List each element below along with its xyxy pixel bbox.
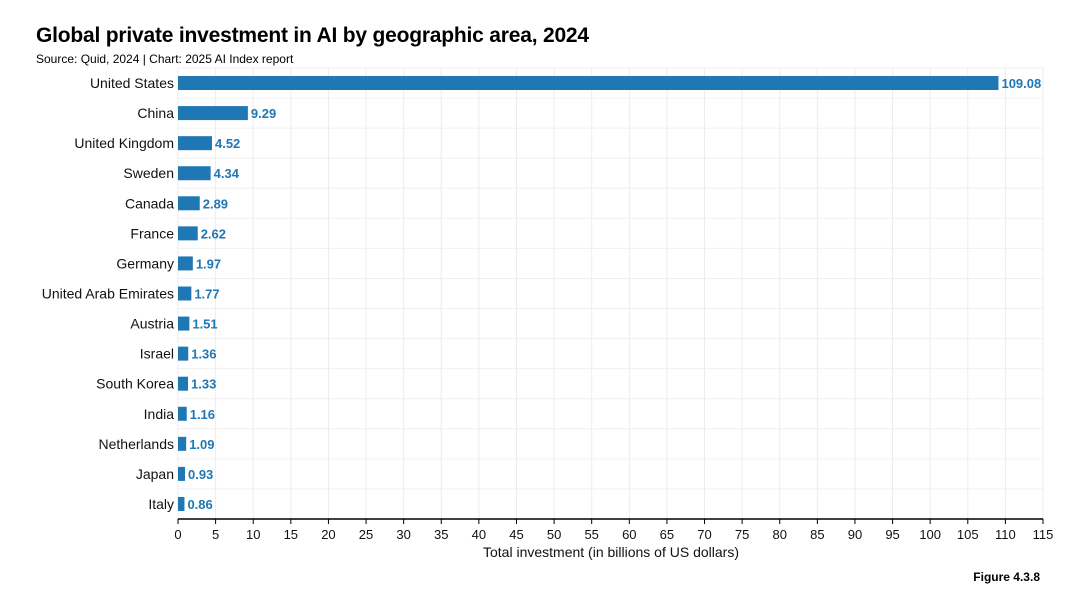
x-tick-label: 90 [848, 527, 862, 542]
x-tick-label: 85 [810, 527, 824, 542]
x-tick-label: 25 [359, 527, 373, 542]
value-label: 1.77 [194, 287, 219, 302]
x-tick-label: 40 [472, 527, 486, 542]
y-tick-label: Sweden [123, 165, 174, 181]
y-tick-label: Netherlands [99, 436, 175, 452]
value-label: 4.52 [215, 136, 240, 151]
y-tick-label: Canada [125, 195, 174, 211]
bar [178, 466, 185, 481]
figure-label: Figure 4.3.8 [973, 570, 1040, 584]
y-axis-labels: United States China United Kingdom Sweden Ca… [42, 75, 175, 512]
x-tick-label: 55 [584, 527, 598, 542]
value-label: 1.97 [196, 256, 221, 271]
x-tick-label: 105 [957, 527, 979, 542]
x-axis: 0 5 10 15 20 25 30 35 40 45 50 55 60 65 70 75 80 85 90 95 10… [174, 518, 1054, 542]
x-tick-label: 10 [246, 527, 260, 542]
value-label: 0.86 [187, 497, 212, 512]
y-tick-label: Israel [140, 346, 174, 362]
x-tick-label: 110 [995, 527, 1016, 542]
y-tick-label: United Arab Emirates [42, 286, 174, 302]
y-tick-label: United Kingdom [74, 135, 174, 151]
y-tick-label: Japan [136, 466, 174, 482]
bars [178, 76, 999, 511]
value-label: 1.09 [189, 437, 214, 452]
bar [178, 346, 189, 361]
value-labels: 109.08 9.29 4.52 4.34 2.89 2.62 1.97 1.77 1.51 1.… [187, 76, 1041, 512]
bar [178, 286, 192, 301]
bar [178, 376, 189, 391]
value-label: 0.93 [188, 467, 213, 482]
value-label: 1.36 [191, 347, 216, 362]
bar [178, 196, 200, 211]
x-tick-label: 35 [434, 527, 448, 542]
bar [178, 436, 187, 451]
value-label: 1.51 [192, 317, 217, 332]
value-label: 2.89 [203, 196, 228, 211]
y-tick-label: South Korea [96, 376, 174, 392]
x-tick-label: 15 [284, 527, 298, 542]
x-tick-label: 65 [660, 527, 674, 542]
x-tick-label: 45 [509, 527, 523, 542]
x-tick-label: 0 [174, 527, 181, 542]
value-label: 4.34 [214, 166, 240, 181]
x-tick-label: 20 [321, 527, 335, 542]
y-tick-label: Austria [130, 316, 174, 332]
bar [178, 136, 212, 151]
x-tick-label: 80 [773, 527, 787, 542]
x-tick-label: 50 [547, 527, 561, 542]
y-tick-label: China [137, 105, 174, 121]
value-label: 2.62 [201, 226, 226, 241]
bar [178, 496, 185, 511]
x-tick-label: 30 [396, 527, 410, 542]
x-tick-label: 100 [919, 527, 941, 542]
x-tick-label: 5 [212, 527, 219, 542]
value-label: 1.33 [191, 377, 216, 392]
value-label: 109.08 [1001, 76, 1041, 91]
y-tick-label: France [130, 225, 174, 241]
y-tick-label: Germany [116, 255, 174, 271]
y-tick-label: India [144, 406, 175, 422]
chart-subtitle: Source: Quid, 2024 | Chart: 2025 AI Inde… [36, 52, 294, 66]
bar [178, 406, 187, 421]
value-label: 1.16 [190, 407, 215, 422]
chart-title: Global private investment in AI by geogr… [36, 24, 589, 47]
bar [178, 76, 999, 91]
x-tick-label: 115 [1033, 527, 1054, 542]
x-tick-label: 75 [735, 527, 749, 542]
x-tick-label: 60 [622, 527, 636, 542]
y-tick-label: Italy [148, 496, 174, 512]
bar [178, 166, 211, 181]
x-tick-label: 95 [885, 527, 899, 542]
x-tick-label: 70 [697, 527, 711, 542]
value-label: 9.29 [251, 106, 276, 121]
y-tick-label: United States [90, 75, 174, 91]
grid-lines [177, 67, 1044, 520]
bar [178, 106, 248, 121]
bar [178, 316, 190, 331]
x-axis-title: Total investment (in billions of US doll… [483, 544, 739, 560]
bar [178, 226, 198, 241]
bar [178, 256, 193, 271]
